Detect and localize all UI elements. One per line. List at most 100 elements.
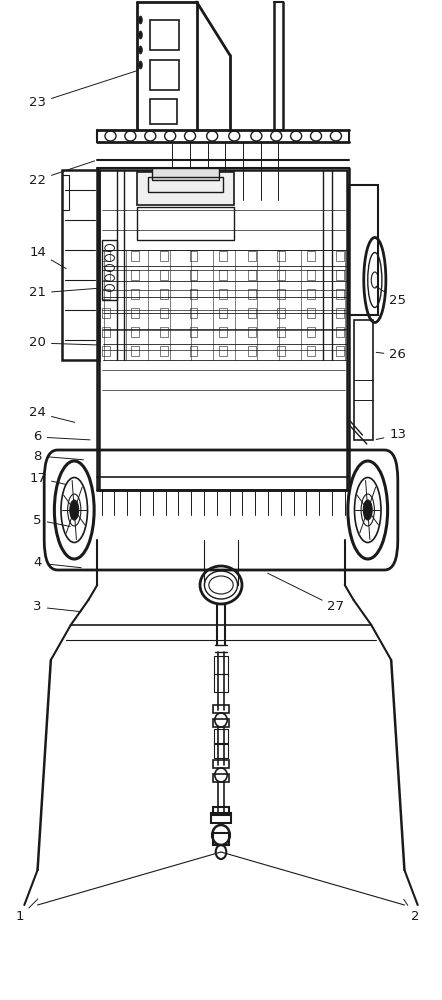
Bar [152,168,219,180]
Text: 24: 24 [29,406,75,422]
Bar [307,346,315,356]
Bar [137,207,234,240]
Bar [160,251,168,261]
Bar [150,20,179,50]
Text: 21: 21 [29,286,99,300]
Text: 4: 4 [34,556,81,570]
Bar [131,327,139,337]
Bar [213,705,229,713]
Bar [248,270,256,280]
Bar [336,308,344,318]
Bar [102,308,110,318]
Circle shape [139,16,142,24]
Bar [62,170,99,360]
Bar [248,346,256,356]
Bar [131,346,139,356]
Text: 14: 14 [29,245,66,269]
Text: 6: 6 [34,430,90,444]
Bar [248,308,256,318]
Bar [213,807,229,815]
Bar [160,308,168,318]
Bar [131,308,139,318]
Text: 2: 2 [404,899,420,924]
Bar [190,308,198,318]
Bar [213,774,229,782]
Bar [219,308,227,318]
Text: 20: 20 [29,336,97,350]
Bar [131,251,139,261]
Bar [248,289,256,299]
Bar [213,833,229,845]
Bar [190,327,198,337]
Circle shape [363,500,372,520]
Bar [219,327,227,337]
Bar [137,172,234,205]
Bar [307,327,315,337]
Bar [307,251,315,261]
Text: 25: 25 [376,286,406,306]
Bar [278,289,286,299]
Bar [336,270,344,280]
Text: 26: 26 [376,349,406,361]
Bar [349,185,378,315]
Circle shape [139,31,142,39]
Bar [219,270,227,280]
Bar [150,60,179,90]
Bar [160,270,168,280]
Bar [190,270,198,280]
Bar [150,99,177,124]
Bar [102,251,110,261]
Circle shape [371,272,378,288]
Bar [214,656,228,674]
Circle shape [139,46,142,54]
Bar [190,251,198,261]
Bar [190,289,198,299]
Text: 3: 3 [33,600,81,613]
Bar [336,251,344,261]
Bar [190,346,198,356]
Bar [102,346,110,356]
Bar [278,346,286,356]
Bar [102,240,117,300]
Text: 17: 17 [29,472,66,485]
Circle shape [70,500,79,520]
Bar [131,270,139,280]
Bar [131,289,139,299]
Bar [213,760,229,768]
Bar [278,251,286,261]
Bar [336,327,344,337]
Bar [307,270,315,280]
Text: 5: 5 [33,514,70,526]
Bar [102,289,110,299]
Text: 23: 23 [29,71,137,109]
Bar [148,177,223,192]
Text: 27: 27 [268,573,344,613]
Bar [62,175,69,210]
Text: 8: 8 [34,450,84,462]
Bar [219,289,227,299]
Bar [213,719,229,727]
Bar [248,327,256,337]
Bar [214,674,228,692]
Bar [219,251,227,261]
Bar [336,346,344,356]
Bar [211,813,231,823]
Bar [160,346,168,356]
Bar [214,729,228,744]
Bar [307,308,315,318]
Bar [160,289,168,299]
Text: 22: 22 [29,161,95,186]
Bar [354,320,373,440]
Circle shape [139,61,142,69]
Bar [102,270,110,280]
Bar [214,743,228,758]
Bar [278,308,286,318]
Bar [160,327,168,337]
Bar [248,251,256,261]
Text: 1: 1 [15,899,38,924]
Bar [278,270,286,280]
Bar [102,327,110,337]
Text: 13: 13 [376,428,406,442]
Bar [278,327,286,337]
Bar [219,346,227,356]
